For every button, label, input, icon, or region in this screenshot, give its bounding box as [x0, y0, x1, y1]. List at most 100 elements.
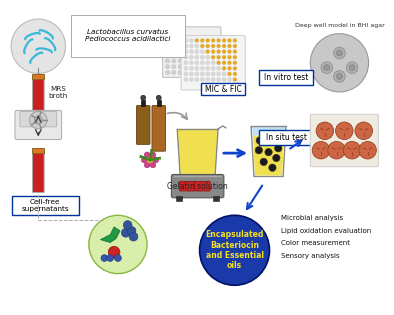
Circle shape	[190, 61, 193, 65]
Circle shape	[197, 65, 201, 69]
Circle shape	[200, 38, 204, 43]
FancyBboxPatch shape	[32, 79, 44, 111]
Circle shape	[172, 65, 176, 69]
Bar	[173, 175, 222, 177]
Circle shape	[265, 148, 272, 156]
Circle shape	[206, 55, 210, 59]
Circle shape	[150, 152, 156, 158]
Circle shape	[227, 61, 232, 65]
Circle shape	[191, 35, 195, 40]
Circle shape	[190, 66, 193, 71]
Circle shape	[127, 226, 136, 235]
Circle shape	[197, 47, 201, 51]
Polygon shape	[177, 129, 218, 175]
Circle shape	[200, 55, 204, 59]
FancyBboxPatch shape	[163, 27, 221, 77]
Circle shape	[206, 44, 210, 48]
Circle shape	[233, 49, 237, 54]
Circle shape	[203, 35, 208, 40]
Circle shape	[310, 34, 369, 92]
Circle shape	[343, 141, 361, 159]
Circle shape	[172, 41, 176, 45]
Circle shape	[200, 44, 204, 48]
Circle shape	[184, 41, 189, 45]
Circle shape	[203, 59, 208, 63]
Circle shape	[195, 77, 199, 82]
Circle shape	[203, 53, 208, 57]
Circle shape	[144, 162, 150, 168]
Circle shape	[227, 72, 232, 76]
Circle shape	[222, 38, 226, 43]
Circle shape	[178, 47, 182, 51]
Circle shape	[222, 61, 226, 65]
Bar	[157, 100, 161, 106]
Circle shape	[34, 116, 42, 124]
FancyBboxPatch shape	[195, 181, 210, 191]
Circle shape	[336, 50, 342, 56]
Circle shape	[184, 38, 188, 43]
FancyBboxPatch shape	[201, 83, 245, 95]
Circle shape	[115, 255, 121, 261]
Circle shape	[269, 164, 276, 171]
Circle shape	[217, 66, 221, 71]
Circle shape	[211, 55, 215, 59]
Circle shape	[227, 38, 232, 43]
Bar	[213, 196, 219, 201]
Circle shape	[165, 47, 170, 51]
Circle shape	[184, 55, 188, 59]
Circle shape	[334, 47, 345, 59]
Circle shape	[203, 70, 208, 75]
Circle shape	[206, 77, 210, 82]
FancyBboxPatch shape	[181, 36, 245, 90]
Circle shape	[178, 70, 182, 75]
Circle shape	[211, 66, 215, 71]
Circle shape	[190, 49, 193, 54]
Circle shape	[210, 53, 214, 57]
Circle shape	[153, 157, 159, 163]
Circle shape	[324, 65, 330, 71]
Circle shape	[206, 49, 210, 54]
Circle shape	[346, 62, 358, 73]
Circle shape	[222, 72, 226, 76]
Circle shape	[211, 38, 215, 43]
Circle shape	[197, 35, 201, 40]
Circle shape	[349, 65, 355, 71]
Circle shape	[200, 49, 204, 54]
Circle shape	[172, 53, 176, 57]
Circle shape	[197, 53, 201, 57]
Text: Deep well model in BHI agar: Deep well model in BHI agar	[295, 23, 384, 28]
Circle shape	[150, 162, 156, 168]
Circle shape	[222, 49, 226, 54]
Bar	[32, 74, 44, 79]
Circle shape	[233, 66, 237, 71]
Circle shape	[233, 55, 237, 59]
Circle shape	[328, 141, 345, 159]
Circle shape	[210, 65, 214, 69]
Circle shape	[11, 19, 65, 73]
Circle shape	[89, 215, 147, 274]
Text: Microbial analysis: Microbial analysis	[281, 215, 343, 221]
Circle shape	[184, 53, 189, 57]
Circle shape	[165, 65, 170, 69]
Circle shape	[200, 66, 204, 71]
Bar	[32, 148, 44, 153]
Circle shape	[190, 72, 193, 76]
Circle shape	[172, 35, 176, 40]
Circle shape	[191, 59, 195, 63]
Circle shape	[178, 35, 182, 40]
Circle shape	[206, 38, 210, 43]
Circle shape	[191, 70, 195, 75]
Circle shape	[165, 35, 170, 40]
Circle shape	[165, 41, 170, 45]
Circle shape	[275, 145, 282, 152]
Circle shape	[184, 72, 188, 76]
Circle shape	[178, 59, 182, 63]
Circle shape	[321, 62, 333, 73]
Circle shape	[144, 152, 150, 158]
Text: Sensory analysis: Sensory analysis	[281, 253, 340, 259]
Circle shape	[191, 47, 195, 51]
Circle shape	[191, 53, 195, 57]
Circle shape	[184, 61, 188, 65]
Circle shape	[141, 157, 147, 163]
FancyBboxPatch shape	[32, 153, 44, 192]
